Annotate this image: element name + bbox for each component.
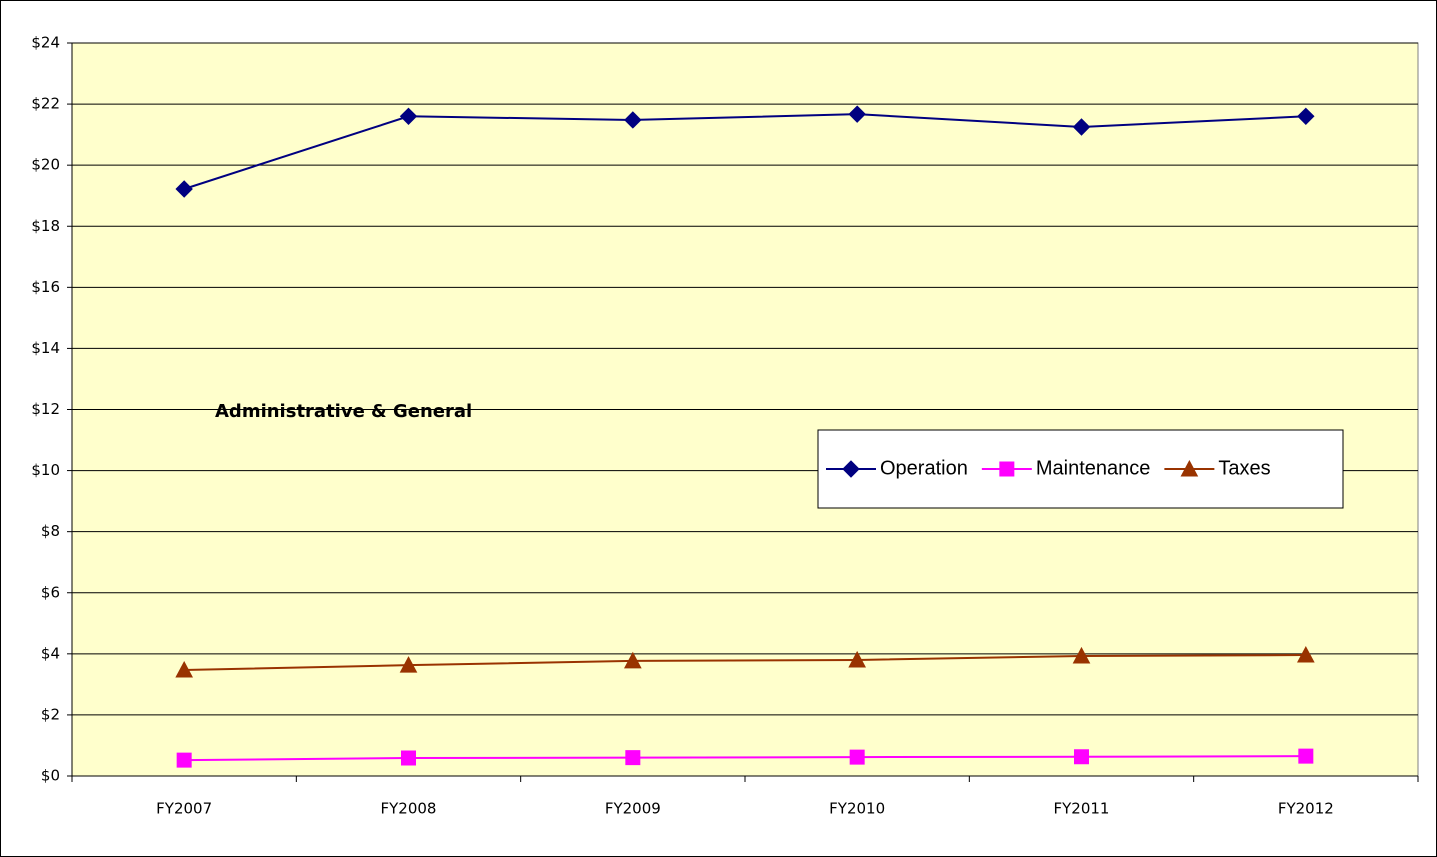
data-point (1072, 118, 1091, 136)
y-tick-label: $16 (31, 278, 60, 296)
data-point (175, 660, 194, 678)
x-tick-label: FY2010 (829, 800, 885, 818)
y-tick-label: $0 (41, 767, 60, 785)
data-point (623, 651, 642, 669)
y-tick-label: $24 (31, 34, 60, 52)
y-tick-label: $6 (41, 583, 60, 601)
legend: Operation Maintenance Taxes (817, 429, 1344, 509)
y-tick-label: $20 (31, 156, 60, 174)
y-tick-label: $18 (31, 217, 60, 235)
data-point (1072, 646, 1091, 664)
legend-marker (842, 460, 860, 478)
x-tick-label: FY2012 (1278, 800, 1334, 818)
x-tick-label: FY2008 (381, 800, 437, 818)
series-line (183, 113, 1306, 190)
data-point (399, 656, 418, 673)
data-point (848, 650, 867, 668)
legend-marker (1180, 459, 1199, 477)
data-point (399, 107, 418, 126)
y-tick-label: $8 (41, 522, 60, 540)
y-tick-label: $10 (31, 461, 60, 479)
data-point (849, 749, 865, 765)
series-line (184, 654, 1306, 672)
data-point (176, 752, 192, 768)
data-point (1298, 748, 1314, 764)
legend-label: Taxes (1218, 457, 1270, 479)
series-line (184, 755, 1306, 762)
y-tick-label: $4 (41, 644, 60, 662)
legend-label: Maintenance (1036, 457, 1151, 479)
data-point (1074, 749, 1089, 765)
data-point (1297, 107, 1315, 126)
x-tick-label: FY2011 (1054, 800, 1110, 818)
data-point (848, 105, 866, 123)
y-tick-label: $2 (41, 705, 60, 723)
data-point (401, 750, 416, 766)
y-tick-label: $22 (31, 95, 60, 113)
data-point (624, 111, 642, 129)
data-point (175, 180, 193, 198)
data-point (1297, 645, 1315, 663)
legend-box (817, 429, 1344, 509)
x-tick-label: FY2009 (605, 800, 661, 818)
annotation: Administrative & General (215, 401, 472, 422)
y-tick-label: $14 (31, 339, 60, 357)
legend-label: Operation (880, 457, 968, 479)
data-point (625, 750, 641, 766)
legend-marker (999, 461, 1015, 477)
y-tick-label: $12 (31, 400, 60, 418)
x-tick-label: FY2007 (156, 800, 212, 818)
